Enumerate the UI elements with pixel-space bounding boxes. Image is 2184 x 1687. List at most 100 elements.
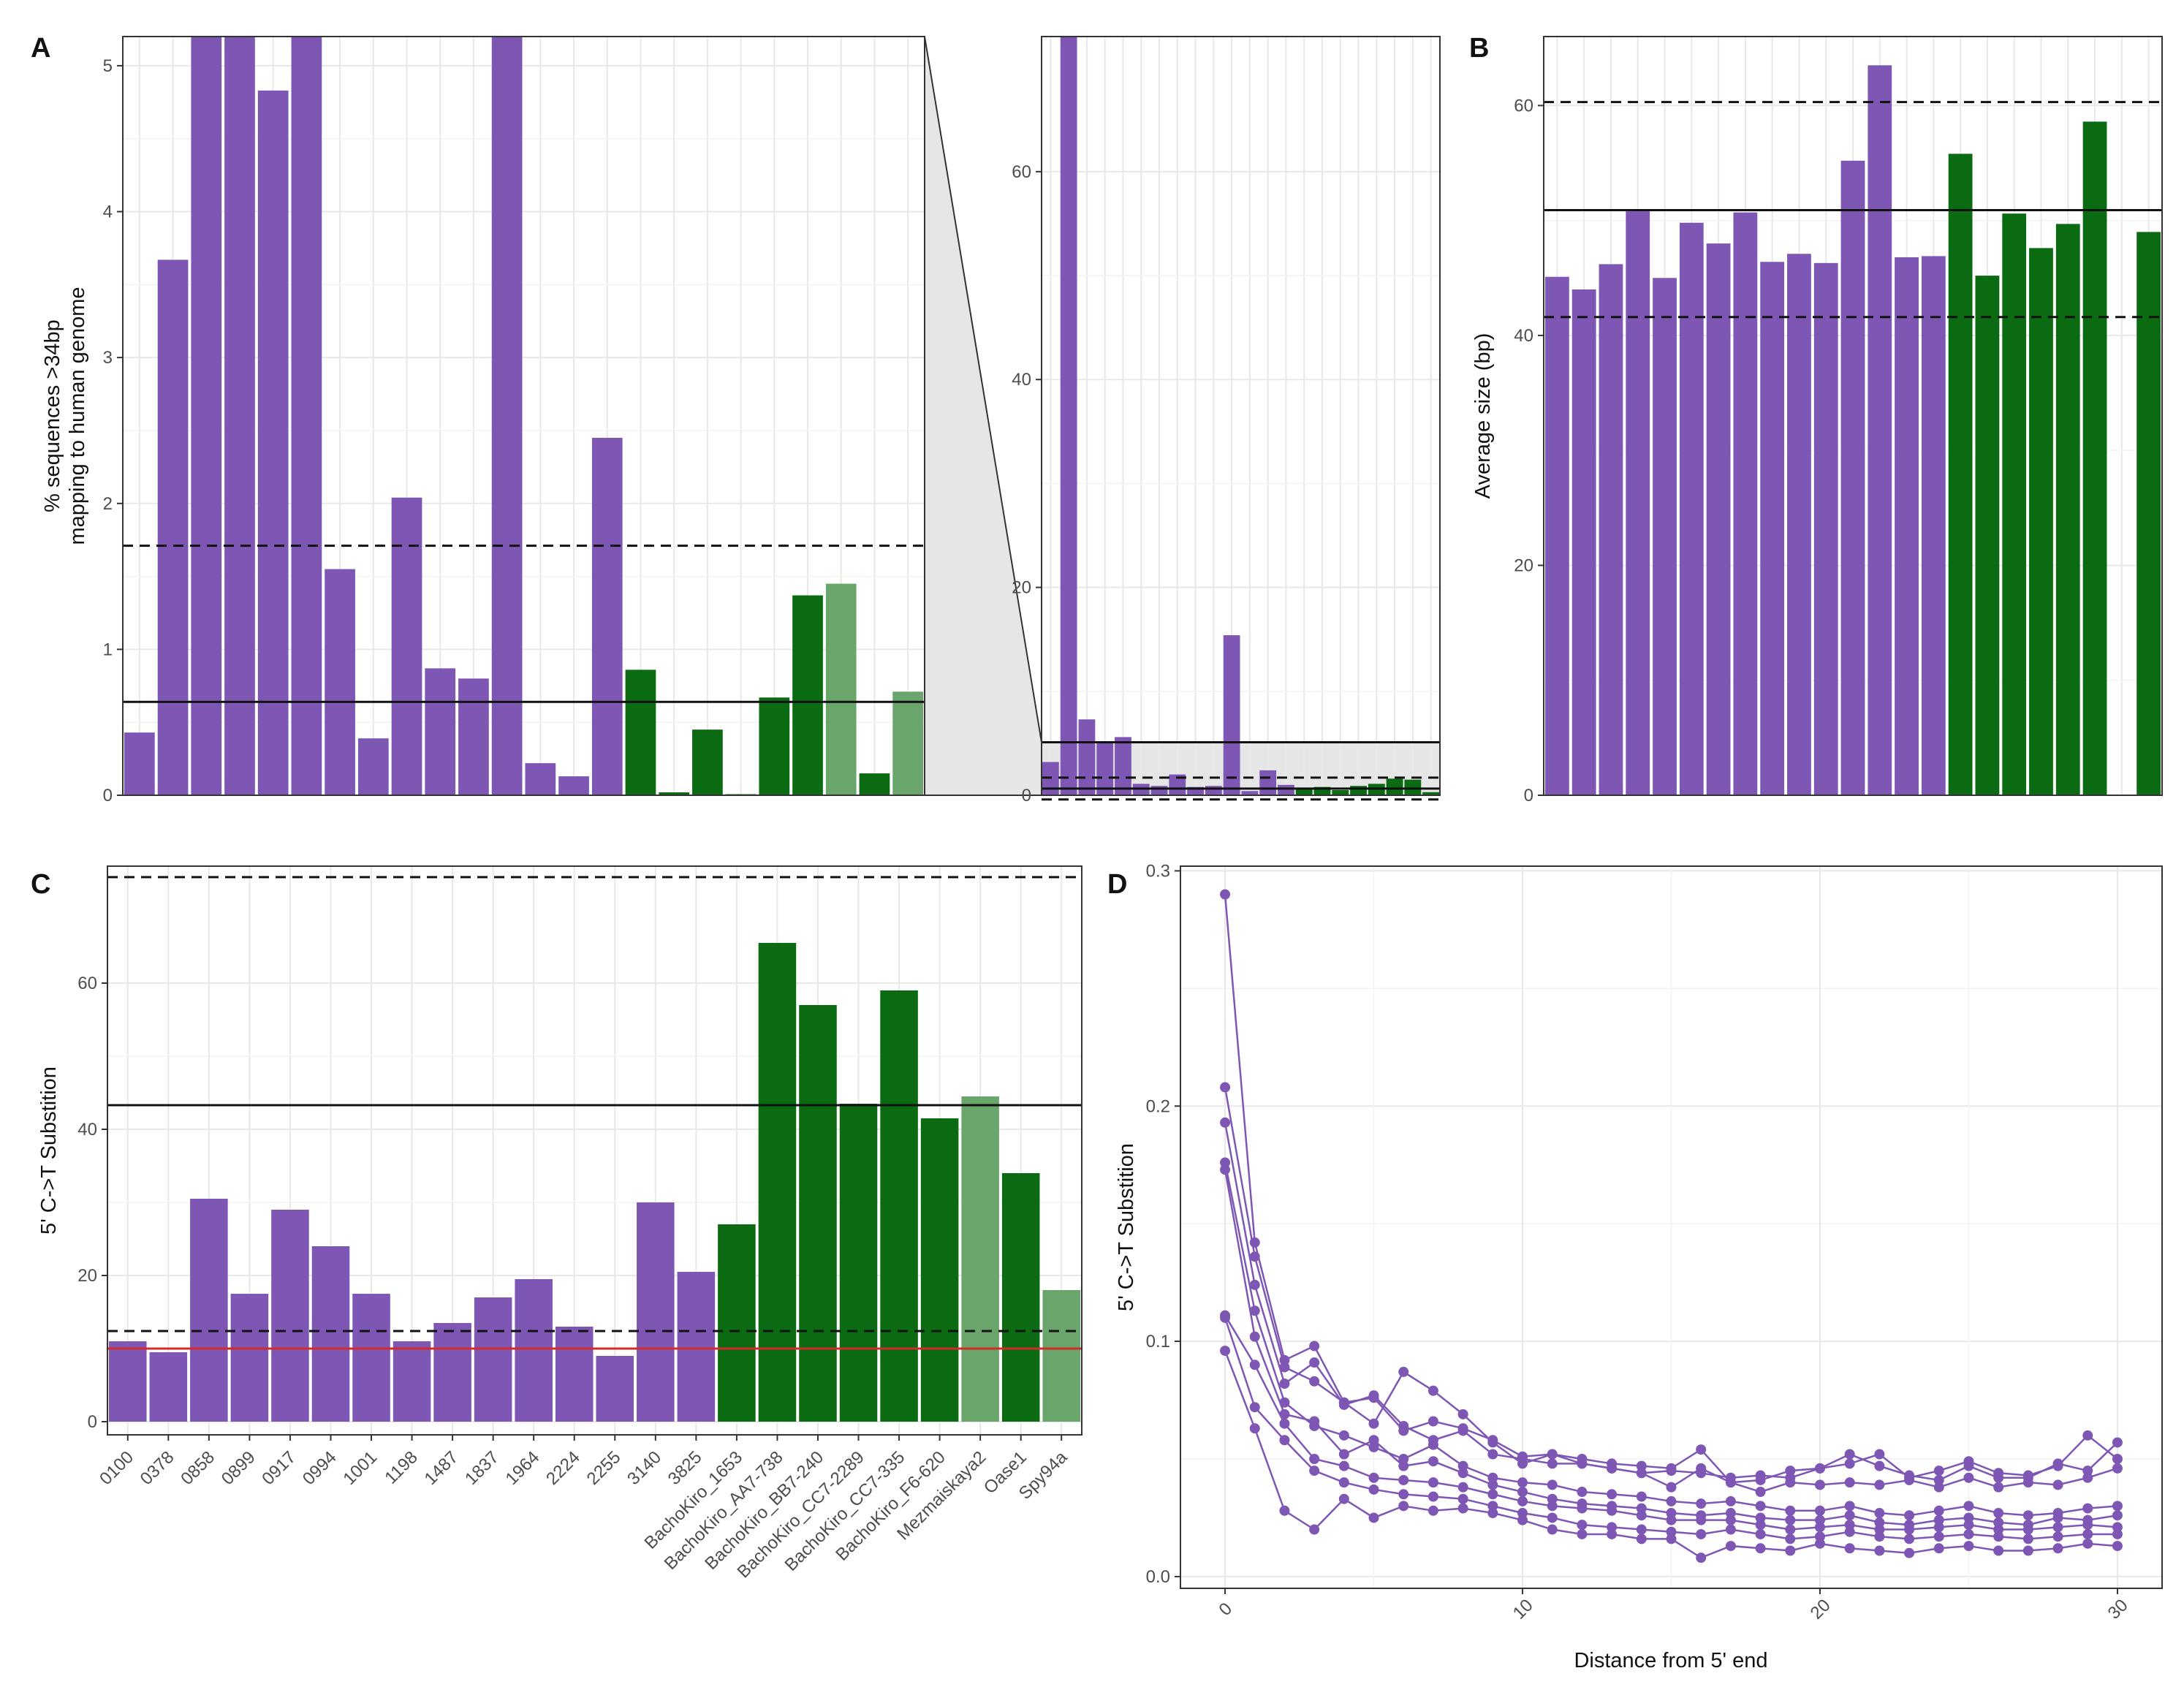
y-tick-label: 20 <box>1514 556 1533 575</box>
point-s4 <box>1577 1487 1588 1498</box>
bar-21 <box>1422 792 1439 795</box>
point-s3 <box>1220 1117 1231 1128</box>
point-s8 <box>1398 1501 1409 1512</box>
point-s2 <box>1427 1385 1438 1396</box>
panel-a-zoom-grid <box>1042 37 1440 796</box>
point-s8 <box>1725 1541 1736 1552</box>
bar-1001 <box>325 569 355 795</box>
bar-7 <box>1733 212 1758 795</box>
y-axis-title-line: 5' C->T Substition <box>37 1066 61 1235</box>
bar-2 <box>1078 719 1096 795</box>
bar-BachoKiro_F6-620 <box>792 595 823 795</box>
bar-0 <box>1545 276 1569 795</box>
point-s2 <box>1457 1409 1468 1419</box>
bar-19 <box>1386 778 1403 795</box>
bar-Spy94a <box>1042 1290 1080 1422</box>
y-axis-title-line: Average size (bp) <box>1471 333 1495 499</box>
point-s2 <box>2112 1437 2123 1448</box>
point-s5 <box>1547 1493 1558 1504</box>
point-s3 <box>1309 1357 1320 1368</box>
bar-15 <box>1948 153 1973 795</box>
panel-d-label: D <box>1107 869 1127 900</box>
point-s4 <box>1993 1508 2004 1519</box>
point-s6 <box>1457 1482 1468 1493</box>
point-s4 <box>1963 1501 1974 1512</box>
panel-a-zoom-y-ticks: 0 20 40 60 <box>1012 162 1042 805</box>
bar-0994 <box>311 1246 350 1422</box>
point-s3 <box>1517 1453 1528 1464</box>
point-s2 <box>1220 1082 1231 1093</box>
panel-d-frame <box>1180 865 2163 1589</box>
panel-c-bars <box>109 943 1080 1422</box>
point-s7 <box>1993 1531 2004 1542</box>
point-s7 <box>1338 1477 1349 1488</box>
point-s4 <box>1785 1505 1796 1516</box>
bar-BachoKiro_AA7-738 <box>659 792 690 795</box>
point-s6 <box>1844 1520 1855 1531</box>
point-s5 <box>1933 1514 1944 1525</box>
bar-0378 <box>149 1352 188 1422</box>
point-s3 <box>1844 1477 1855 1488</box>
panel-b-y-axis-title: Average size (bp) <box>1471 333 1495 499</box>
bar-0899 <box>230 1294 269 1422</box>
bar-7 <box>1169 774 1186 795</box>
point-s8 <box>1933 1543 1944 1554</box>
point-s8 <box>2022 1545 2033 1556</box>
bar-1837 <box>474 1297 512 1422</box>
point-s3 <box>1487 1449 1498 1460</box>
y-tick-label: 2 <box>103 494 113 514</box>
bar-13 <box>1278 784 1294 795</box>
point-s6 <box>1517 1495 1528 1506</box>
point-s6 <box>2052 1522 2063 1533</box>
point-s3 <box>1368 1390 1379 1401</box>
bar-8 <box>1187 786 1204 795</box>
point-s4 <box>1427 1439 1438 1450</box>
point-s7 <box>1814 1531 1825 1542</box>
point-s6 <box>2112 1522 2123 1533</box>
bar-17 <box>2002 213 2027 795</box>
y-tick-label: 0.1 <box>1146 1332 1170 1352</box>
point-s4 <box>1457 1460 1468 1471</box>
bar-Oase1 <box>859 773 890 795</box>
panel-b-label: B <box>1469 33 1489 64</box>
point-s6 <box>1249 1360 1260 1371</box>
point-s2 <box>1933 1474 1944 1485</box>
y-tick-label: 60 <box>77 974 97 993</box>
point-s8 <box>1487 1508 1498 1519</box>
point-s7 <box>2082 1528 2093 1539</box>
y-tick-label: 20 <box>77 1266 97 1286</box>
point-s5 <box>1755 1512 1766 1523</box>
point-s8 <box>1755 1543 1766 1554</box>
bar-1964 <box>515 1279 553 1422</box>
point-s7 <box>1577 1520 1588 1531</box>
panel-a-bars <box>124 37 923 796</box>
point-s2 <box>1666 1466 1677 1476</box>
bar-1198 <box>357 738 389 795</box>
point-s6 <box>1696 1514 1707 1525</box>
point-s8 <box>1309 1524 1320 1535</box>
point-s4 <box>1517 1477 1528 1488</box>
point-s3 <box>1933 1482 1944 1493</box>
zoom-shaded-region <box>925 37 1440 795</box>
point-s4 <box>1814 1505 1825 1516</box>
point-s3 <box>1725 1477 1736 1488</box>
bar-1 <box>1060 37 1077 795</box>
y-tick-label: 0.2 <box>1146 1096 1170 1116</box>
point-s8 <box>1993 1545 2004 1556</box>
point-s6 <box>1874 1524 1885 1535</box>
point-s2 <box>1755 1470 1766 1481</box>
bar-15 <box>1313 786 1331 795</box>
point-s5 <box>2112 1510 2123 1521</box>
panel-b-y-ticks: 0 20 40 60 <box>1514 96 1544 805</box>
point-s3 <box>1636 1468 1647 1479</box>
point-s5 <box>1309 1416 1320 1427</box>
bar-4 <box>1653 278 1677 796</box>
point-s5 <box>1666 1508 1677 1519</box>
bar-16 <box>1332 789 1349 795</box>
point-s3 <box>1963 1472 1974 1483</box>
bar-2255 <box>596 1356 634 1422</box>
bar-6 <box>1706 243 1731 795</box>
point-s6 <box>1398 1474 1409 1485</box>
point-s5 <box>1487 1479 1498 1490</box>
